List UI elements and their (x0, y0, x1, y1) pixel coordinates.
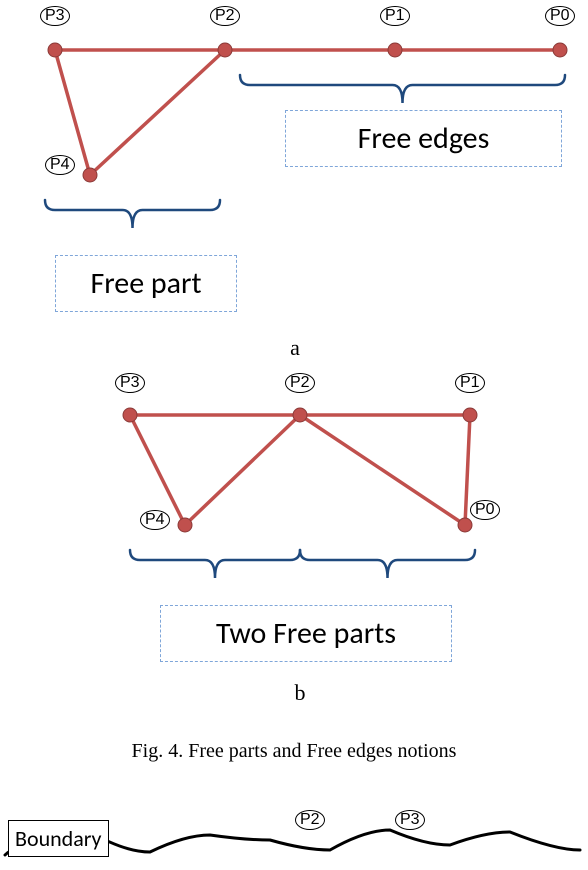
node-P3 (123, 408, 137, 422)
node-P2 (293, 408, 307, 422)
figure-container: P3 P2 P1 P0 P4 Free edges Free part a P3 P2 P1 P4 P0… (0, 0, 588, 870)
sublabel-b: b (290, 680, 310, 706)
bottom-label-P2: P2 (295, 810, 325, 830)
edge-P4-P2 (185, 415, 300, 525)
b-label-P2: P2 (285, 373, 315, 393)
boundary-label-box: Boundary (8, 820, 109, 857)
edge-P2-P0 (300, 415, 465, 525)
brace (300, 550, 475, 578)
edge-P3-P4 (130, 415, 185, 525)
free-part-box: Free part (55, 255, 237, 312)
a-label-P3: P3 (40, 6, 70, 26)
node-P0 (458, 518, 472, 532)
figure-caption: Fig. 4. Free parts and Free edges notion… (0, 740, 588, 763)
node-P3 (48, 43, 62, 57)
b-label-P4: P4 (140, 510, 170, 530)
node-P0 (553, 43, 567, 57)
a-label-P1: P1 (380, 6, 410, 26)
bottom-label-P3: P3 (395, 810, 425, 830)
node-P1 (388, 43, 402, 57)
b-label-P1: P1 (455, 373, 485, 393)
a-label-P4: P4 (45, 155, 75, 175)
node-P4 (83, 168, 97, 182)
brace (45, 200, 220, 228)
b-label-P0: P0 (470, 500, 500, 520)
two-free-parts-box: Two Free parts (160, 605, 452, 662)
edge-P4-P2 (90, 50, 225, 175)
sublabel-a: a (285, 335, 305, 361)
a-label-P0: P0 (545, 6, 575, 26)
a-label-P2: P2 (210, 6, 240, 26)
node-P1 (463, 408, 477, 422)
node-P4 (178, 518, 192, 532)
b-label-P3: P3 (115, 373, 145, 393)
brace (240, 75, 565, 103)
brace (130, 550, 300, 578)
free-edges-box: Free edges (285, 110, 562, 167)
node-P2 (218, 43, 232, 57)
